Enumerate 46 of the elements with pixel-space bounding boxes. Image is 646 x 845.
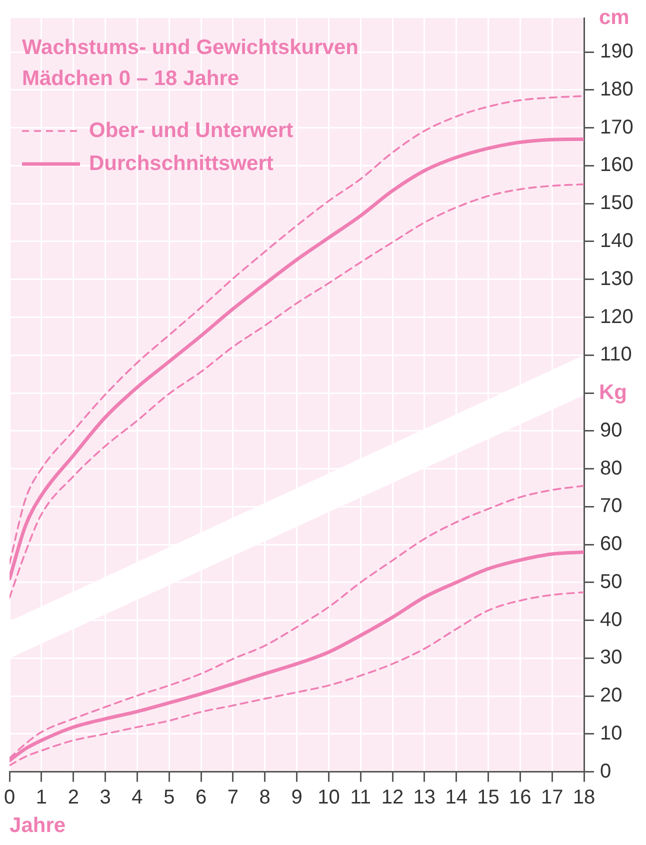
y2-tick-label: 120 [600,306,634,328]
x-tick-label: 0 [4,786,16,808]
text: Wachstums- und Gewichtskurven [22,35,358,61]
x-tick-label: 17 [540,786,564,808]
y-tick-label: 30 [600,646,622,669]
y2-tick-label: 140 [600,230,634,252]
line-series [10,591,584,766]
x-tick-label: 7 [227,786,239,808]
x-tick-label: 3 [100,786,111,808]
x-tick-label: 13 [413,786,436,808]
y2-tick-label: 150 [600,192,634,214]
x-tick-label: 6 [195,786,207,808]
x-tick-label: 9 [291,786,302,808]
y2-tick-label: 160 [600,154,634,176]
y-tick-label: 90 [600,419,622,442]
y-tick-label: 80 [600,457,622,480]
y-tick-label: 20 [600,684,622,707]
legend-label: Ober- und Unterwert [89,118,294,144]
x-tick-label: 18 [572,786,596,808]
x-tick-label: 11 [350,786,371,808]
text: Mädchen 0 – 18 Jahre [22,66,240,92]
x-tick-label: 8 [259,786,270,808]
x-tick-label: 15 [477,786,500,808]
y2-tick-label: 180 [600,78,634,100]
y-tick-label: 0 [600,760,612,782]
y-tick-label: 50 [600,570,622,593]
x-tick-label: 4 [132,786,143,808]
x-tick-label: 5 [164,786,175,808]
y-tick-label: 10 [600,722,622,744]
x-tick-label: 10 [318,786,340,808]
y2-tick-label: 190 [600,40,634,63]
x-tick-label: 16 [509,786,532,808]
x-axis-title: Jahre [10,814,66,838]
legend-label: Durchschnittswert [89,151,274,177]
y2-axis-title: cm [599,6,630,29]
x-tick-label: 1 [36,786,48,808]
y-tick-label: 60 [600,533,622,556]
x-tick-label: 14 [445,786,468,808]
y-axis-title: Kg [599,380,627,404]
x-tick-label: 2 [68,786,79,808]
y2-tick-label: 110 [600,344,632,366]
y2-tick-label: 170 [600,116,634,138]
y2-tick-label: 130 [600,268,634,290]
y-tick-label: 40 [600,608,622,631]
x-tick-label: 12 [381,786,404,808]
y-tick-label: 70 [600,495,622,518]
